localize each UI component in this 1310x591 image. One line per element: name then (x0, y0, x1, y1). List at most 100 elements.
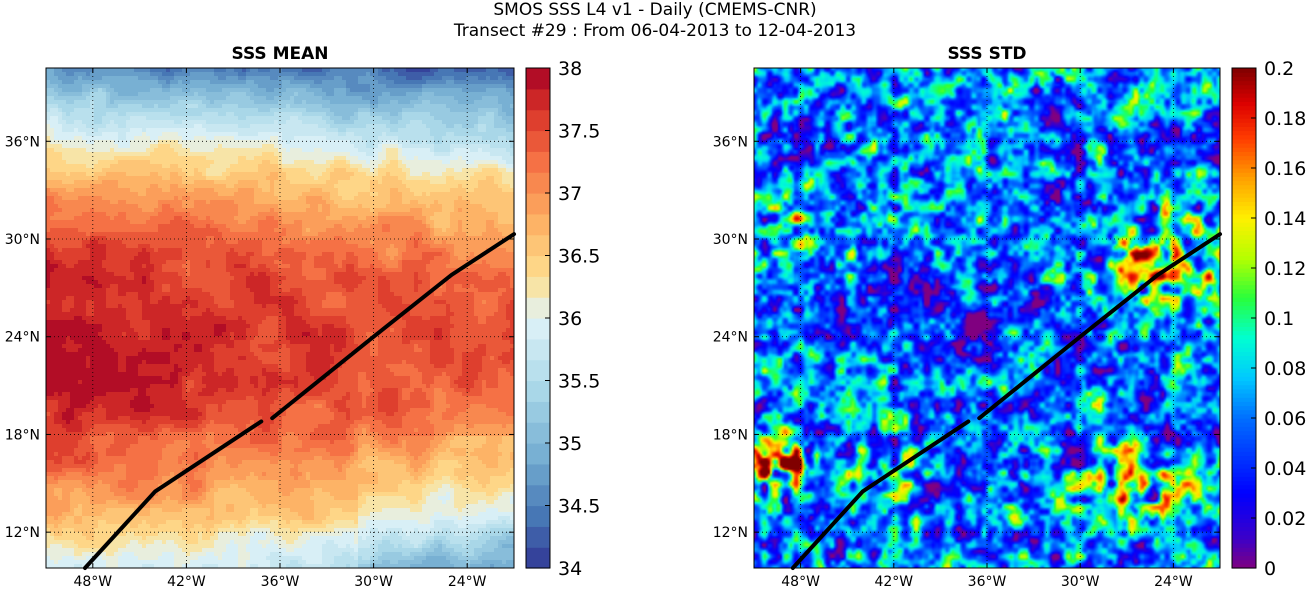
colorbar-segment (1232, 113, 1256, 119)
transect-line (83, 419, 264, 570)
colorbar-segment (1232, 472, 1256, 477)
colorbar-segment (1232, 488, 1256, 494)
colorbar-segment (1232, 468, 1256, 473)
colorbar-segment (1232, 168, 1256, 173)
colorbar-segment (1232, 347, 1256, 352)
colorbar-segment (1232, 72, 1256, 77)
colorbar-segment (1232, 176, 1256, 182)
colorbar-segment (1232, 551, 1256, 557)
colorbar-segment (1232, 322, 1256, 327)
colorbar-segment (1232, 230, 1256, 236)
colorbar-segment (1232, 284, 1256, 290)
colorbar-segment (1232, 180, 1256, 186)
colorbar-tick-label: 0.04 (1264, 458, 1306, 480)
colorbar-segment (526, 359, 550, 382)
colorbar-segment (526, 318, 550, 340)
colorbar-segment (1232, 280, 1256, 286)
colorbar-segment (1232, 313, 1256, 319)
colorbar-segment (1232, 534, 1256, 540)
colorbar-segment (1232, 393, 1256, 398)
colorbar-segment (1232, 430, 1256, 436)
colorbar-segment (1232, 297, 1256, 302)
y-tick-label: 12°N (713, 525, 748, 541)
colorbar-segment (526, 547, 550, 569)
colorbar-segment (1232, 476, 1256, 482)
y-tick-label: 18°N (5, 427, 40, 443)
colorbar-segment (1232, 388, 1256, 394)
colorbar-segment (1232, 405, 1256, 411)
colorbar-tick-label: 36.5 (558, 246, 600, 268)
x-tick-label: 30°W (1061, 574, 1100, 590)
colorbar-segment (1232, 497, 1256, 502)
colorbar-segment (1232, 343, 1256, 348)
colorbar-segment (1232, 559, 1256, 565)
colorbar-segment (1232, 238, 1256, 244)
colorbar: 0 0.02 0.04 0.06 0.08 0.1 0.12 0.14 0.16 0.18 0.2 (1231, 58, 1306, 580)
colorbar-segment (1232, 443, 1256, 448)
colorbar-segment (1232, 363, 1256, 369)
colorbar-tick-label: 0 (1264, 558, 1276, 580)
colorbar-segment (1232, 376, 1256, 382)
x-tick-label: 48°W (73, 574, 112, 590)
colorbar-segment (1232, 434, 1256, 440)
colorbar-segment (1232, 134, 1256, 140)
colorbar-tick-label: 35 (558, 433, 582, 455)
colorbar-segment (526, 401, 550, 423)
colorbar-segment (1232, 563, 1256, 569)
colorbar-tick-label: 0.02 (1264, 508, 1306, 530)
colorbar-segment (1232, 380, 1256, 386)
colorbar-segment (1232, 93, 1256, 98)
colorbar-segment (526, 297, 550, 319)
colorbar-segment (1232, 359, 1256, 365)
colorbar-segment (526, 151, 550, 173)
colorbar-segment (1232, 276, 1256, 282)
colorbar-tick-label: 36 (558, 308, 582, 330)
colorbar-segment (1232, 305, 1256, 311)
colorbar-segment (1232, 259, 1256, 265)
sss-std-panel: 48°W 42°W 36°W 30°W 24°W 12°N 18°N 24°N 30°N 36°N… (713, 44, 1307, 590)
x-tick-label: 42°W (167, 574, 206, 590)
colorbar-tick-label: 0.16 (1264, 158, 1306, 180)
x-tick-label: 36°W (968, 574, 1007, 590)
colorbar-segment (1232, 438, 1256, 444)
x-tick-label: 48°W (781, 574, 820, 590)
colorbar-segment (1232, 288, 1256, 294)
colorbar-segment (1232, 451, 1256, 457)
colorbar-segment (526, 526, 550, 548)
colorbar-segment (1232, 268, 1256, 273)
colorbar-segment (1232, 538, 1256, 544)
colorbar-segment (1232, 447, 1256, 452)
colorbar-segment (526, 88, 550, 111)
colorbar-segment (1232, 530, 1256, 536)
panel-title: SSS STD (947, 44, 1026, 64)
colorbar-tick-label: 35.5 (558, 371, 600, 393)
colorbar-segment (1232, 234, 1256, 240)
colorbar-segment (526, 463, 550, 486)
colorbar-segment (1232, 301, 1256, 307)
colorbar-segment (1232, 480, 1256, 486)
colorbar-segment (1232, 159, 1256, 165)
colorbar-segment (1232, 105, 1256, 111)
colorbar: 34 34.5 35 35.5 36 36.5 37 37.5 38 (525, 58, 600, 580)
colorbar-segment (1232, 255, 1256, 261)
colorbar-segment (526, 484, 550, 507)
transect-line (977, 232, 1222, 421)
colorbar-segment (1232, 334, 1256, 340)
colorbar-segment (1232, 372, 1256, 377)
y-tick-label: 36°N (713, 134, 748, 150)
colorbar-segment (1232, 151, 1256, 157)
colorbar-segment (526, 380, 550, 402)
colorbar-segment (1232, 518, 1256, 523)
colorbar-tick-label: 34.5 (558, 496, 600, 518)
x-tick-label: 42°W (874, 574, 913, 590)
colorbar-segment (1232, 205, 1256, 211)
y-tick-label: 12°N (5, 525, 40, 541)
y-tick-label: 36°N (5, 134, 40, 150)
colorbar-segment (1232, 426, 1256, 432)
x-tick-label: 24°W (448, 574, 487, 590)
x-tick-label: 24°W (1154, 574, 1193, 590)
colorbar-segment (1232, 455, 1256, 461)
colorbar-segment (1232, 505, 1256, 511)
colorbar-segment (1232, 338, 1256, 344)
